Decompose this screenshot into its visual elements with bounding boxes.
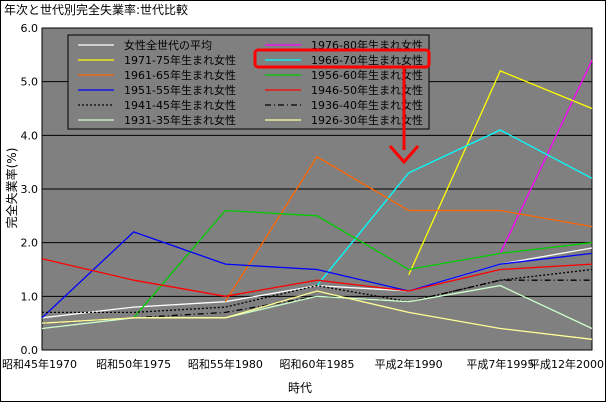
y-tick-label: 0.0 xyxy=(21,344,39,357)
x-axis-label: 時代 xyxy=(288,381,312,395)
series-line-4 xyxy=(224,155,593,303)
series-line-11 xyxy=(41,290,593,340)
legend-label: 1966-70年生まれ女性 xyxy=(311,53,423,67)
legend-label: 1926-30年生まれ女性 xyxy=(311,113,423,127)
y-tick-label: 5.0 xyxy=(21,76,39,89)
series-lines xyxy=(41,59,593,340)
series-line-8 xyxy=(42,268,593,314)
y-tick-label: 1.0 xyxy=(21,290,39,303)
legend-label: 1946-50年生まれ女性 xyxy=(311,83,423,97)
legend-label: 1956-60年生まれ女性 xyxy=(311,68,423,82)
series-line-5 xyxy=(133,209,593,319)
series-line-2 xyxy=(408,70,593,276)
x-tick-label: 平成12年2000 xyxy=(529,357,604,371)
y-axis-label: 完全失業率(%) xyxy=(4,148,19,229)
legend-label: 1951-55年生まれ女性 xyxy=(124,83,236,97)
y-tick-label: 2.0 xyxy=(21,237,39,250)
legend-label: 1936-40年生まれ女性 xyxy=(311,98,423,112)
x-tick-label: 昭和50年1975 xyxy=(96,357,171,371)
x-tick-label: 平成2年1990 xyxy=(375,357,443,371)
series-line-1 xyxy=(499,59,593,254)
y-tick-label: 4.0 xyxy=(21,129,39,142)
y-tick-label: 3.0 xyxy=(21,183,39,196)
legend-label: 1941-45年生まれ女性 xyxy=(124,98,236,112)
x-tick-labels: 昭和45年1970 昭和50年1975 昭和55年1980 昭和60年1985 平成2年… xyxy=(2,357,604,371)
legend-label: 1971-75年生まれ女性 xyxy=(124,53,236,67)
legend-label: 1961-65年生まれ女性 xyxy=(124,68,236,82)
y-tick-labels: 0.0 1.0 2.0 3.0 4.0 5.0 6.0 xyxy=(21,22,39,357)
legend-label: 女性全世代の平均 xyxy=(124,38,212,52)
arrow-icon xyxy=(388,67,420,165)
chart-title: 年次と世代別完全失業率:世代比較 xyxy=(4,2,188,17)
highlight-box xyxy=(253,48,431,69)
y-tick-label: 6.0 xyxy=(21,22,39,35)
series-line-7 xyxy=(41,258,593,297)
legend-label: 1931-35年生まれ女性 xyxy=(124,113,236,127)
series-line-3 xyxy=(316,129,593,287)
series-line-6 xyxy=(41,231,593,319)
x-tick-label: 平成7年1995 xyxy=(466,357,534,371)
x-tick-label: 昭和55年1980 xyxy=(188,357,263,371)
x-tick-label: 昭和45年1970 xyxy=(2,357,77,371)
x-tick-label: 昭和60年1985 xyxy=(280,357,355,371)
